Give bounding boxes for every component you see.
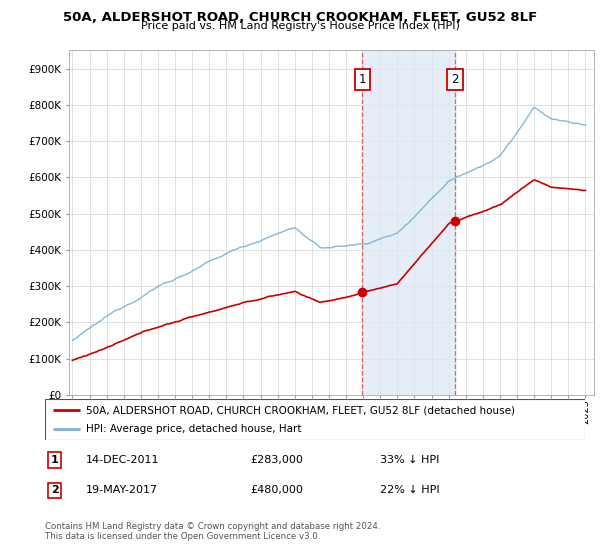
Text: 2: 2 xyxy=(451,73,459,86)
Text: 19-MAY-2017: 19-MAY-2017 xyxy=(86,486,158,496)
Text: 1: 1 xyxy=(359,73,366,86)
Text: 22% ↓ HPI: 22% ↓ HPI xyxy=(380,486,439,496)
Text: £283,000: £283,000 xyxy=(250,455,303,465)
Text: HPI: Average price, detached house, Hart: HPI: Average price, detached house, Hart xyxy=(86,424,301,433)
Text: 2: 2 xyxy=(51,486,59,496)
Text: 50A, ALDERSHOT ROAD, CHURCH CROOKHAM, FLEET, GU52 8LF (detached house): 50A, ALDERSHOT ROAD, CHURCH CROOKHAM, FL… xyxy=(86,405,515,415)
Text: Price paid vs. HM Land Registry's House Price Index (HPI): Price paid vs. HM Land Registry's House … xyxy=(140,21,460,31)
Text: 1: 1 xyxy=(51,455,59,465)
FancyBboxPatch shape xyxy=(45,399,585,440)
Text: 50A, ALDERSHOT ROAD, CHURCH CROOKHAM, FLEET, GU52 8LF: 50A, ALDERSHOT ROAD, CHURCH CROOKHAM, FL… xyxy=(63,11,537,24)
Text: 14-DEC-2011: 14-DEC-2011 xyxy=(86,455,159,465)
Bar xyxy=(362,50,455,395)
Text: Contains HM Land Registry data © Crown copyright and database right 2024.
This d: Contains HM Land Registry data © Crown c… xyxy=(45,522,380,542)
Text: 33% ↓ HPI: 33% ↓ HPI xyxy=(380,455,439,465)
Text: £480,000: £480,000 xyxy=(250,486,303,496)
